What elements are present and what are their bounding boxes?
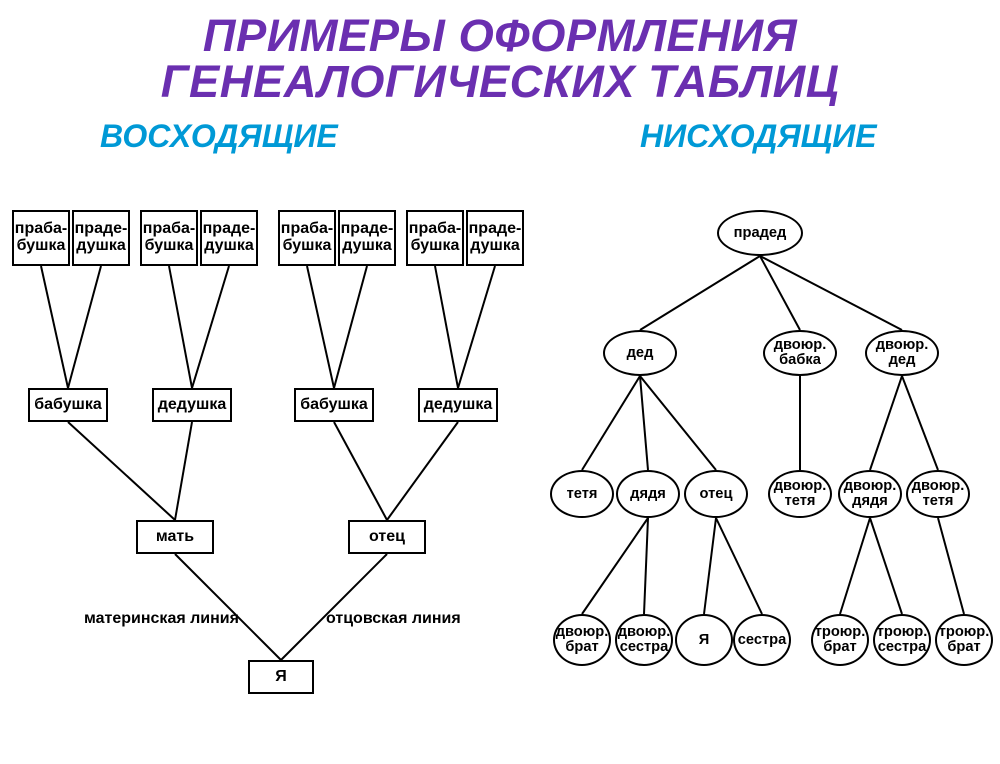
- left-node-gg5: праба-бушка: [278, 210, 336, 266]
- right-node-r10: двоюр.тетя: [906, 470, 970, 518]
- right-node-r5: тетя: [550, 470, 614, 518]
- left-node-p1: мать: [136, 520, 214, 554]
- left-node-gg6: праде-душка: [338, 210, 396, 266]
- right-node-r4: двоюр.дед: [865, 330, 939, 376]
- left-node-p2: отец: [348, 520, 426, 554]
- main-title-line2: ГЕНЕАЛОГИЧЕСКИХ ТАБЛИЦ: [0, 56, 1000, 108]
- subtitle-right: НИСХОДЯЩИЕ: [640, 118, 877, 155]
- right-node-r15: троюр.брат: [811, 614, 869, 666]
- right-node-r14: сестра: [733, 614, 791, 666]
- right-node-r13: Я: [675, 614, 733, 666]
- right-node-r11: двоюр.брат: [553, 614, 611, 666]
- left-node-g3: бабушка: [294, 388, 374, 422]
- right-node-r7: отец: [684, 470, 748, 518]
- maternal-line-label: материнская линия: [84, 610, 239, 628]
- right-node-r16: троюр.сестра: [873, 614, 931, 666]
- main-title-line1: ПРИМЕРЫ ОФОРМЛЕНИЯ: [0, 10, 1000, 62]
- left-node-gg2: праде-душка: [72, 210, 130, 266]
- right-node-r8: двоюр.тетя: [768, 470, 832, 518]
- right-node-r17: троюр.брат: [935, 614, 993, 666]
- right-node-r12: двоюр.сестра: [615, 614, 673, 666]
- left-node-gg4: праде-душка: [200, 210, 258, 266]
- left-node-g1: бабушка: [28, 388, 108, 422]
- left-node-gg1: праба-бушка: [12, 210, 70, 266]
- left-node-gg3: праба-бушка: [140, 210, 198, 266]
- right-node-r2: дед: [603, 330, 677, 376]
- right-node-r6: дядя: [616, 470, 680, 518]
- subtitle-left: ВОСХОДЯЩИЕ: [100, 118, 338, 155]
- right-node-r1: прадед: [717, 210, 803, 256]
- right-node-r9: двоюр.дядя: [838, 470, 902, 518]
- left-node-gg7: праба-бушка: [406, 210, 464, 266]
- left-node-g4: дедушка: [418, 388, 498, 422]
- left-node-g2: дедушка: [152, 388, 232, 422]
- right-node-r3: двоюр.бабка: [763, 330, 837, 376]
- paternal-line-label: отцовская линия: [326, 610, 461, 628]
- left-node-gg8: праде-душка: [466, 210, 524, 266]
- left-node-me: Я: [248, 660, 314, 694]
